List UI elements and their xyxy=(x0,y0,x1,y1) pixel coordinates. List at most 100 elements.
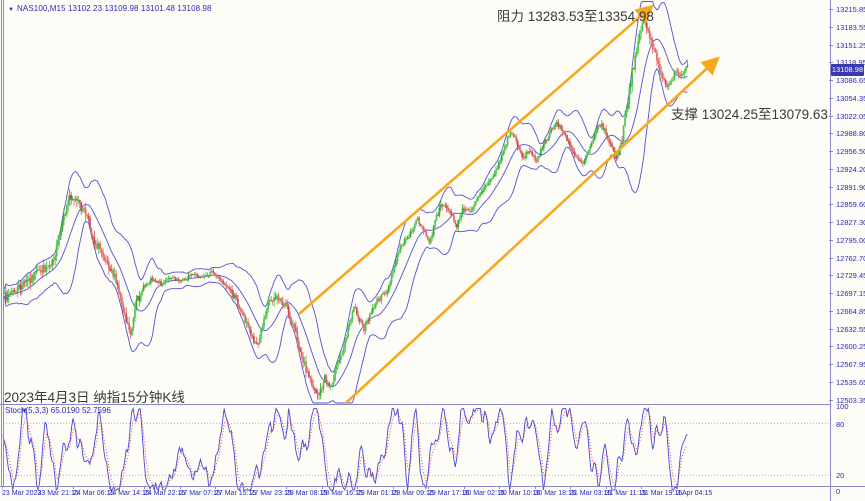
time-axis-label: 31 Mar 11:15 xyxy=(605,490,647,497)
resistance-annotation: 阻力 13283.53至13354.98 xyxy=(497,9,654,24)
time-axis-tick xyxy=(428,486,429,489)
price-axis-label: 12924.20 xyxy=(836,164,865,174)
stochastic-indicator-canvas[interactable] xyxy=(0,405,831,501)
time-axis-tick xyxy=(286,486,287,489)
price-axis-label: 12567.95 xyxy=(836,360,865,369)
price-axis-label: 13183.55 xyxy=(836,22,865,32)
price-axis-label: 12729.45 xyxy=(836,271,865,281)
price-axis-label: 12600.25 xyxy=(836,342,865,352)
time-axis-label: 29 Mar 17:15 xyxy=(428,490,470,497)
price-axis-tick xyxy=(829,80,833,81)
symbol-ohlc-text: NAS100,M15 13102.23 13109.98 13101.48 13… xyxy=(17,4,212,13)
time-axis-tick xyxy=(605,486,607,489)
price-axis-label: 12664.85 xyxy=(836,306,865,316)
time-axis-label: 29 Mar 09:15 xyxy=(392,490,434,497)
time-axis-label: 27 Mar 15:15 xyxy=(215,490,257,497)
stochastic-header: Stoch(5,3,3) 65.0190 52.7596 xyxy=(5,406,111,415)
time-axis-tick xyxy=(463,486,465,489)
price-axis-tick xyxy=(829,44,833,46)
price-axis-tick xyxy=(829,310,833,312)
time-axis-tick xyxy=(215,486,216,489)
time-axis-label: 24 Mar 06:15 xyxy=(73,490,115,497)
chart-caption: 2023年4月3日 纳指15分钟K线 xyxy=(4,390,185,405)
time-axis-tick xyxy=(321,486,323,489)
time-axis-label: 28 Mar 08:15 xyxy=(286,490,328,497)
price-axis-label: 13022.05 xyxy=(836,111,865,121)
price-axis-tick xyxy=(829,115,833,117)
time-axis-tick xyxy=(357,486,358,489)
trend-channel-line-upper[interactable] xyxy=(298,4,654,315)
current-price-tag: 13108.98 xyxy=(831,64,864,76)
price-axis-tick xyxy=(829,9,833,10)
price-axis-tick xyxy=(829,346,833,348)
price-axis-label: 12859.60 xyxy=(836,200,865,210)
time-axis-tick xyxy=(534,486,536,489)
price-axis-tick xyxy=(829,222,833,223)
time-axis-label: 24 Mar 22:15 xyxy=(144,490,186,497)
time-axis-tick xyxy=(108,486,110,489)
price-axis-tick xyxy=(829,26,833,28)
time-axis-tick xyxy=(250,486,252,489)
time-axis-tick xyxy=(2,486,3,489)
support-annotation: 支撑 13024.25至13079.63 xyxy=(671,107,828,122)
price-axis-label: 12988.80 xyxy=(836,129,865,139)
price-axis-tick xyxy=(829,133,833,135)
price-axis-label: 13118.95 xyxy=(836,58,865,68)
direction-down-icon: ▼ xyxy=(8,7,15,13)
time-axis-tick xyxy=(144,486,145,489)
time-axis-tick xyxy=(641,486,642,489)
price-axis-label: 12827.30 xyxy=(836,218,865,227)
time-axis-label: 31 Mar 03:15 xyxy=(570,490,612,497)
time-axis-label: 23 Mar 2023 xyxy=(2,490,42,497)
price-axis-label: 12762.70 xyxy=(836,253,865,263)
trend-channel-line-lower[interactable] xyxy=(334,56,720,405)
time-axis-tick xyxy=(37,486,39,489)
time-axis-label: 28 Mar 16:15 xyxy=(321,490,363,497)
price-axis-tick xyxy=(829,328,833,330)
price-axis-tick xyxy=(829,257,833,259)
stoch-scale-label: 80 xyxy=(836,420,845,429)
price-axis-tick xyxy=(829,62,833,64)
time-axis-label: 30 Mar 18:15 xyxy=(534,490,576,497)
time-axis-label: 27 Mar 07:15 xyxy=(179,490,221,497)
price-axis-tick xyxy=(829,151,833,152)
time-axis-label: 24 Mar 14:15 xyxy=(108,490,150,497)
price-axis-label: 13151.25 xyxy=(836,40,865,50)
time-axis-label: 29 Mar 01:15 xyxy=(357,490,399,497)
pane-separator[interactable] xyxy=(0,404,831,405)
left-frame-line-inner xyxy=(3,0,4,487)
price-axis-tick xyxy=(829,168,833,170)
time-axis-tick xyxy=(73,486,74,489)
price-axis-label: 12697.15 xyxy=(836,289,865,298)
price-axis-label: 13086.65 xyxy=(836,76,865,85)
price-axis-label: 12535.65 xyxy=(836,377,865,387)
time-axis-tick xyxy=(676,486,678,489)
stoch-scale-label: 20 xyxy=(836,471,845,480)
time-axis-label: 23 Mar 21:15 xyxy=(37,490,79,497)
time-axis-label: 30 Mar 10:15 xyxy=(499,490,541,497)
price-axis-label: 12503.35 xyxy=(836,395,865,405)
price-axis-label: 12632.55 xyxy=(836,324,865,334)
time-axis-label: 27 Mar 23:15 xyxy=(250,490,292,497)
price-axis-tick xyxy=(829,239,833,241)
price-axis-tick xyxy=(829,399,833,401)
stoch-scale-label: 0 xyxy=(836,487,841,496)
price-axis-tick xyxy=(829,97,833,99)
left-frame-line xyxy=(1,0,2,487)
price-axis-divider xyxy=(830,0,831,501)
price-axis-tick xyxy=(829,364,833,365)
price-axis-label: 12956.50 xyxy=(836,147,865,156)
time-axis-tick xyxy=(499,486,500,489)
price-axis-tick xyxy=(829,293,833,294)
symbol-ohlc-header: ▼ NAS100,M15 13102.23 13109.98 13101.48 1… xyxy=(8,4,212,13)
price-axis-tick xyxy=(829,275,833,277)
price-axis-tick xyxy=(829,381,833,383)
stoch-scale-label: 100 xyxy=(836,402,849,411)
price-chart-canvas[interactable] xyxy=(0,0,831,405)
price-axis-label: 12795.00 xyxy=(836,235,865,245)
time-axis-tick xyxy=(392,486,394,489)
time-axis-divider xyxy=(0,486,865,487)
time-axis-label: 31 Mar 19:15 xyxy=(641,490,683,497)
time-axis-tick xyxy=(179,486,181,489)
